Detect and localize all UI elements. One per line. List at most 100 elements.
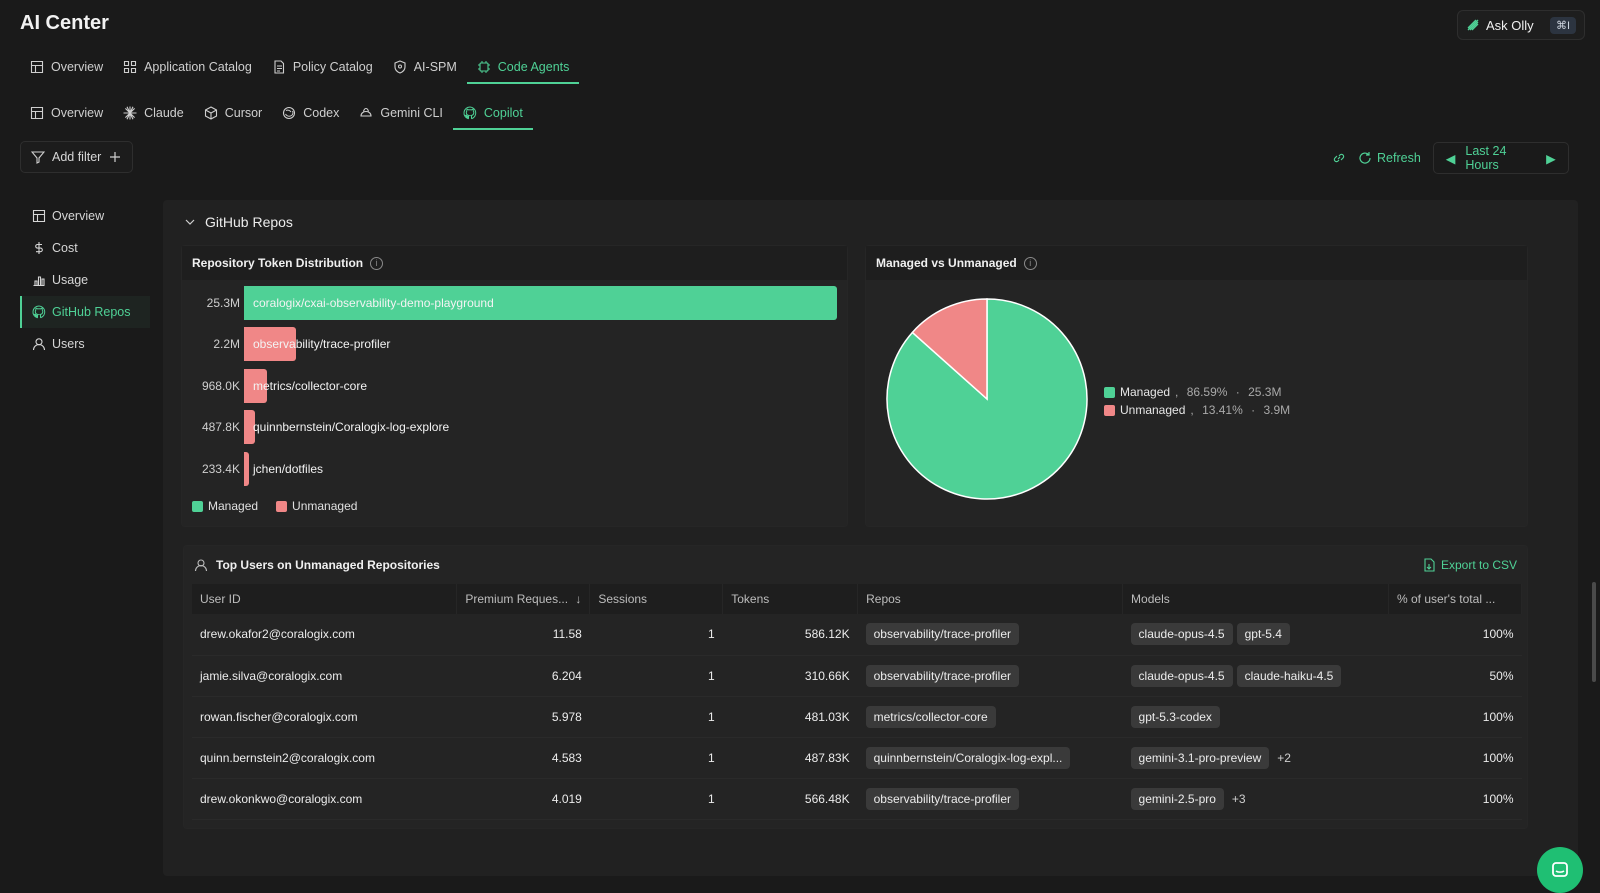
sidebar-item-cost[interactable]: Cost: [20, 232, 150, 264]
repo-chip[interactable]: metrics/collector-core: [865, 705, 996, 728]
tab-application-catalog[interactable]: Application Catalog: [113, 50, 262, 84]
bar-row[interactable]: 233.4K jchen/dotfiles: [182, 451, 847, 486]
pie-legend: Managed, 86.59% · 25.3M Unmanaged, 13.41…: [1104, 383, 1290, 419]
model-chip[interactable]: gemini-3.1-pro-preview: [1130, 746, 1270, 769]
repos-cell: metrics/collector-core: [857, 696, 1123, 738]
token-distribution-title: Repository Token Distribution: [192, 256, 364, 270]
repo-chip[interactable]: observability/trace-profiler: [865, 623, 1019, 646]
chat-icon: [1552, 862, 1568, 877]
agent-tab-gemini-cli[interactable]: Gemini CLI: [349, 96, 453, 130]
legend-managed: Managed: [192, 499, 258, 513]
model-chip[interactable]: gemini-2.5-pro: [1130, 787, 1224, 810]
plus-icon: [110, 152, 121, 162]
column-header[interactable]: Repos: [857, 584, 1124, 614]
agent-tab-overview[interactable]: Overview: [20, 96, 113, 130]
column-header[interactable]: % of user's total ...: [1388, 584, 1523, 614]
model-chip[interactable]: gpt-5.3-codex: [1130, 705, 1220, 728]
column-header-label: Models: [1131, 592, 1170, 606]
bar-value-label: 487.8K: [201, 420, 240, 435]
percent-cell: 100%: [1388, 696, 1522, 738]
token-distribution-panel: Repository Token Distribution i 25.3M cor…: [181, 245, 848, 527]
link-icon[interactable]: [1332, 151, 1346, 165]
sort-desc-icon[interactable]: ↓: [575, 592, 582, 606]
sidebar: Overview Cost Usage GitHub Repos Users: [20, 200, 150, 360]
add-filter-label: Add filter: [52, 150, 102, 164]
premium-requests-cell: 4.019: [456, 778, 590, 820]
tab-overview[interactable]: Overview: [20, 50, 113, 84]
managed-swatch: [192, 500, 203, 512]
column-header-label: User ID: [200, 592, 241, 606]
bar[interactable]: [244, 410, 256, 445]
repo-chip[interactable]: observability/trace-profiler: [865, 787, 1019, 810]
bar[interactable]: [244, 451, 250, 486]
time-range-label: Last 24 Hours: [1465, 144, 1507, 172]
prev-range-icon[interactable]: ◀: [1445, 151, 1456, 166]
tab-code-agents[interactable]: Code Agents: [466, 50, 580, 84]
bar-row[interactable]: 487.8K quinnbernstein/Coralogix-log-explo…: [182, 410, 847, 445]
bar-category-label: quinnbernstein/Coralogix-log-explore: [253, 420, 450, 435]
sidebar-item-users[interactable]: Users: [20, 328, 150, 360]
bar[interactable]: [244, 327, 296, 362]
agent-tab-copilot[interactable]: Copilot: [452, 96, 533, 130]
bar-row[interactable]: 968.0K metrics/collector-core: [182, 368, 847, 403]
column-header[interactable]: Sessions: [589, 584, 724, 614]
bar[interactable]: [244, 368, 267, 403]
table-row[interactable]: quinn.bernstein2@coralogix.com 4.583 1 487.…: [192, 737, 1522, 779]
repo-chip[interactable]: observability/trace-profiler: [865, 664, 1019, 687]
bar-row[interactable]: 25.3M coralogix/cxai-observability-demo-p…: [182, 286, 847, 320]
column-header[interactable]: Premium Reques... ↓: [456, 584, 591, 614]
more-models-count[interactable]: +2: [1277, 750, 1291, 765]
agent-tab-cursor[interactable]: Cursor: [194, 96, 273, 130]
pie-legend-managed-pct: 86.59%: [1186, 385, 1228, 399]
pie-legend-managed: Managed, 86.59% · 25.3M: [1104, 383, 1290, 401]
more-models-count[interactable]: +3: [1231, 791, 1246, 806]
ask-olly-button[interactable]: Ask Olly ⌘I: [1457, 10, 1585, 40]
sidebar-item-github-repos[interactable]: GitHub Repos: [20, 296, 150, 328]
sidebar-item-usage[interactable]: Usage: [20, 264, 150, 296]
model-chip[interactable]: claude-haiku-4.5: [1236, 664, 1342, 687]
column-header[interactable]: User ID: [192, 584, 458, 614]
sessions-cell: 1: [589, 696, 723, 738]
models-cell: claude-opus-4.5 claude-haiku-4.5: [1122, 655, 1389, 697]
table-row[interactable]: rowan.fischer@coralogix.com 5.978 1 481.03K…: [192, 696, 1522, 738]
legend-unmanaged-label: Unmanaged: [292, 499, 358, 513]
managed-swatch: [1104, 386, 1115, 398]
column-header-label: % of user's total ...: [1396, 592, 1496, 606]
section-header[interactable]: GitHub Repos: [183, 214, 293, 230]
info-icon[interactable]: i: [370, 256, 384, 270]
chat-button[interactable]: [1537, 847, 1583, 893]
agent-tab-claude[interactable]: Claude: [113, 96, 194, 130]
column-header[interactable]: Models: [1122, 584, 1389, 614]
pie-slice-unmanaged[interactable]: [911, 298, 988, 401]
premium-requests-cell: 6.204: [456, 655, 590, 697]
models-cell: claude-opus-4.5 gpt-5.4: [1122, 614, 1389, 656]
table-row[interactable]: jamie.silva@coralogix.com 6.204 1 310.66K ob…: [192, 655, 1522, 697]
premium-requests-cell: 11.58: [456, 614, 590, 656]
tab-label: Code Agents: [497, 60, 570, 74]
sidebar-item-overview[interactable]: Overview: [20, 200, 150, 232]
add-filter-button[interactable]: Add filter: [20, 141, 134, 173]
legend-managed-label: Managed: [208, 499, 259, 513]
table-row[interactable]: drew.okafor2@coralogix.com 11.58 1 586.12K o…: [192, 614, 1522, 656]
top-users-title: Top Users on Unmanaged Repositories: [216, 558, 440, 572]
column-header[interactable]: Tokens: [722, 584, 859, 614]
sidebar-item-label: Cost: [52, 241, 78, 255]
next-range-icon[interactable]: ▶: [1546, 151, 1556, 166]
repo-chip[interactable]: quinnbernstein/Coralogix-log-expl...: [865, 746, 1071, 769]
app-title: AI Center: [20, 12, 109, 34]
time-range-picker[interactable]: ◀ Last 24 Hours ▶: [1432, 142, 1569, 174]
model-chip[interactable]: gpt-5.4: [1236, 623, 1290, 646]
column-header-label: Sessions: [598, 592, 648, 606]
model-chip[interactable]: claude-opus-4.5: [1130, 664, 1233, 687]
tab-policy-catalog[interactable]: Policy Catalog: [262, 50, 383, 84]
table-row[interactable]: drew.okonkwo@coralogix.com 4.019 1 566.48K o…: [192, 778, 1522, 820]
page-scrollbar[interactable]: [1592, 582, 1596, 682]
tab-ai-spm[interactable]: AI-SPM: [383, 50, 467, 84]
refresh-button[interactable]: Refresh: [1358, 151, 1421, 165]
info-icon[interactable]: i: [1023, 256, 1037, 270]
export-csv-button[interactable]: Export to CSV: [1422, 558, 1517, 572]
agent-tab-codex[interactable]: Codex: [272, 96, 349, 130]
bar[interactable]: [244, 286, 837, 320]
bar-row[interactable]: 2.2M observability/trace-profiler: [182, 327, 847, 362]
model-chip[interactable]: claude-opus-4.5: [1130, 623, 1233, 646]
